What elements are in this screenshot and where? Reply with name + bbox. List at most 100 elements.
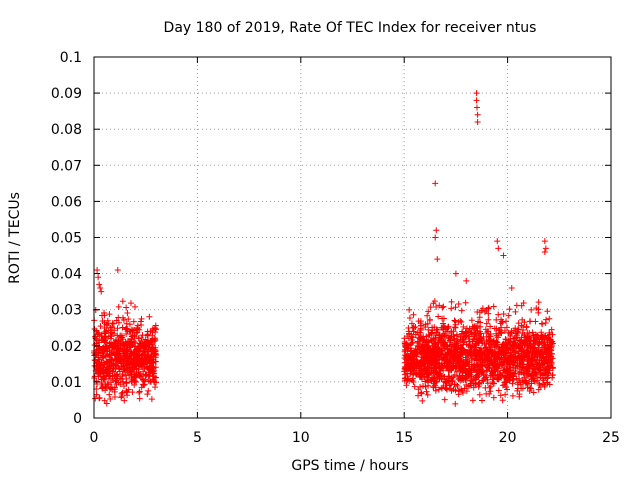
data-point bbox=[152, 358, 159, 365]
data-point bbox=[114, 373, 121, 380]
data-point bbox=[426, 369, 433, 376]
data-point bbox=[452, 387, 459, 394]
data-point bbox=[452, 304, 459, 311]
data-point bbox=[517, 381, 524, 388]
data-point bbox=[525, 363, 532, 370]
data-point bbox=[134, 322, 141, 329]
data-point bbox=[452, 354, 459, 361]
data-point bbox=[466, 365, 473, 372]
data-point bbox=[533, 350, 540, 357]
data-point bbox=[546, 341, 553, 348]
data-point bbox=[494, 339, 501, 346]
data-point bbox=[441, 332, 448, 339]
y-tick-label: 0.08 bbox=[51, 122, 82, 138]
data-point bbox=[527, 373, 534, 380]
data-point bbox=[145, 357, 152, 364]
data-point bbox=[108, 379, 115, 386]
data-point bbox=[434, 256, 441, 263]
data-point bbox=[404, 351, 411, 358]
data-point bbox=[136, 388, 143, 395]
data-point bbox=[129, 327, 136, 334]
data-point bbox=[115, 338, 122, 345]
data-point bbox=[534, 363, 541, 370]
data-point bbox=[406, 314, 413, 321]
data-point bbox=[92, 395, 99, 402]
data-point bbox=[415, 392, 422, 399]
data-point bbox=[454, 382, 461, 389]
data-point bbox=[483, 337, 490, 344]
data-point bbox=[470, 363, 477, 370]
data-point bbox=[424, 391, 431, 398]
data-point bbox=[516, 391, 523, 398]
data-point bbox=[109, 320, 116, 327]
y-tick-label: 0.1 bbox=[60, 50, 82, 66]
data-point bbox=[124, 369, 131, 376]
data-point bbox=[495, 334, 502, 341]
data-point bbox=[475, 318, 482, 325]
data-point bbox=[102, 343, 109, 350]
data-point bbox=[401, 354, 408, 361]
data-point bbox=[480, 378, 487, 385]
data-point bbox=[115, 303, 122, 310]
data-point bbox=[484, 328, 491, 335]
data-point bbox=[401, 348, 408, 355]
data-point bbox=[482, 384, 489, 391]
data-point bbox=[104, 317, 111, 324]
data-point bbox=[149, 344, 156, 351]
data-point bbox=[401, 377, 408, 384]
data-point bbox=[438, 372, 445, 379]
data-point bbox=[481, 308, 488, 315]
data-point bbox=[139, 351, 146, 358]
data-point bbox=[425, 364, 432, 371]
data-point bbox=[93, 350, 100, 357]
data-point bbox=[474, 118, 481, 125]
data-point bbox=[466, 338, 473, 345]
data-point bbox=[125, 359, 132, 366]
data-point bbox=[505, 312, 512, 319]
data-point bbox=[107, 335, 114, 342]
data-point bbox=[471, 367, 478, 374]
data-point bbox=[444, 349, 451, 356]
data-point bbox=[523, 379, 530, 386]
data-point bbox=[418, 389, 425, 396]
data-point bbox=[459, 336, 466, 343]
x-tick-label: 10 bbox=[292, 430, 310, 446]
data-point bbox=[110, 350, 117, 357]
data-point bbox=[533, 335, 540, 342]
data-point bbox=[146, 373, 153, 380]
data-point bbox=[519, 385, 526, 392]
data-point bbox=[445, 350, 452, 357]
data-point bbox=[510, 370, 517, 377]
data-point bbox=[402, 374, 409, 381]
data-point bbox=[112, 337, 119, 344]
data-point bbox=[128, 371, 135, 378]
data-point bbox=[124, 310, 131, 317]
data-point bbox=[467, 344, 474, 351]
data-point bbox=[448, 305, 455, 312]
data-point bbox=[433, 303, 440, 310]
data-point bbox=[111, 386, 118, 393]
data-point bbox=[152, 364, 159, 371]
data-point bbox=[482, 356, 489, 363]
data-point bbox=[502, 378, 509, 385]
data-point bbox=[479, 305, 486, 312]
data-point bbox=[495, 346, 502, 353]
data-point bbox=[440, 383, 447, 390]
data-point bbox=[488, 338, 495, 345]
data-point bbox=[528, 385, 535, 392]
data-point bbox=[152, 351, 159, 358]
data-point bbox=[114, 351, 121, 358]
data-point bbox=[148, 337, 155, 344]
data-point bbox=[491, 337, 498, 344]
x-tick-label: 5 bbox=[193, 430, 202, 446]
data-point bbox=[523, 370, 530, 377]
data-point bbox=[548, 326, 555, 333]
data-point bbox=[106, 345, 113, 352]
data-point bbox=[428, 354, 435, 361]
data-point bbox=[98, 359, 105, 366]
data-point bbox=[535, 386, 542, 393]
data-point bbox=[139, 340, 146, 347]
data-point bbox=[419, 370, 426, 377]
data-point bbox=[424, 355, 431, 362]
data-point bbox=[102, 353, 109, 360]
